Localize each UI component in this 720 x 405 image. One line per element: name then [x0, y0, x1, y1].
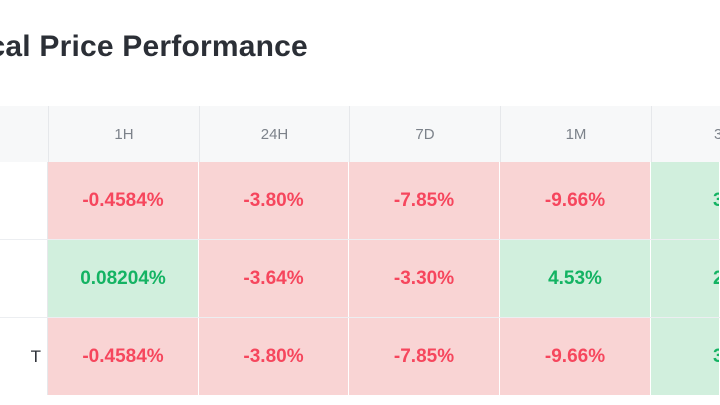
- cell-1m: 4.53%: [500, 240, 651, 317]
- cell-3-clipped: 3: [651, 162, 720, 239]
- cell-7d: -7.85%: [349, 318, 500, 395]
- cell-1m: -9.66%: [500, 162, 651, 239]
- row-divider: [0, 239, 720, 240]
- row-label: [0, 162, 48, 239]
- cell-7d: -7.85%: [349, 162, 500, 239]
- header-cell-label: [0, 106, 48, 162]
- table-row: 0.08204% -3.64% -3.30% 4.53% 2: [0, 240, 720, 317]
- cell-24h: -3.80%: [199, 318, 349, 395]
- cell-3-clipped: 2: [651, 240, 720, 317]
- cell-7d: -3.30%: [349, 240, 500, 317]
- row-label: T: [0, 318, 48, 395]
- header-cell-3-clipped: 3: [651, 106, 720, 162]
- cell-1h: 0.08204%: [48, 240, 199, 317]
- table-header-row: 1H 24H 7D 1M 3: [0, 106, 720, 162]
- cell-3-clipped: 3: [651, 318, 720, 395]
- table-row: T -0.4584% -3.80% -7.85% -9.66% 3: [0, 318, 720, 395]
- table-row: -0.4584% -3.80% -7.85% -9.66% 3: [0, 162, 720, 239]
- cell-1h: -0.4584%: [48, 318, 199, 395]
- cell-1h: -0.4584%: [48, 162, 199, 239]
- section-title: ical Price Performance: [0, 30, 308, 63]
- header-cell-1m: 1M: [500, 106, 651, 162]
- cell-24h: -3.80%: [199, 162, 349, 239]
- header-cell-7d: 7D: [349, 106, 500, 162]
- row-divider: [0, 317, 720, 318]
- row-label: [0, 240, 48, 317]
- cell-24h: -3.64%: [199, 240, 349, 317]
- header-cell-24h: 24H: [199, 106, 349, 162]
- cell-1m: -9.66%: [500, 318, 651, 395]
- header-cell-1h: 1H: [48, 106, 199, 162]
